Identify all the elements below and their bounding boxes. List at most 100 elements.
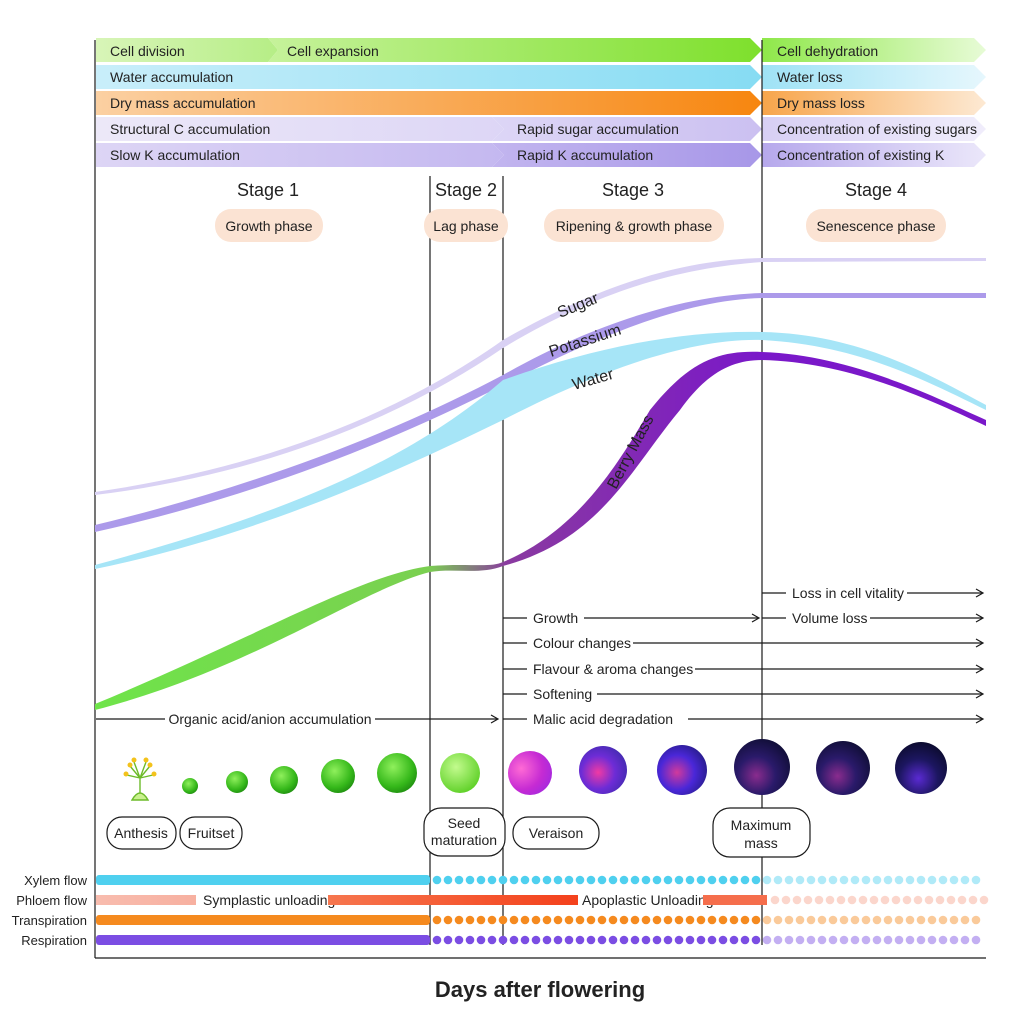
flow-dot	[498, 875, 508, 885]
flow-dot	[828, 935, 838, 945]
milestone-veraison-label: Veraison	[529, 825, 583, 841]
flow-dot	[924, 895, 934, 905]
flow-dot	[894, 875, 904, 885]
flow-symplastic-bar-b	[328, 895, 578, 905]
curve-berry-mass-label: Berry Mass	[605, 412, 658, 491]
flow-dot	[839, 935, 849, 945]
berry-veraison	[508, 751, 552, 795]
berry-maximum-mass	[734, 739, 790, 795]
flow-dot	[520, 935, 530, 945]
flow-dot	[740, 875, 750, 885]
phase-growth-label: Growth phase	[225, 218, 312, 234]
flow-dot	[542, 935, 552, 945]
flow-dot	[465, 875, 475, 885]
bar-cell-expansion	[268, 38, 762, 62]
flow-dot	[432, 915, 442, 925]
flow-dot	[784, 915, 794, 925]
label-water-loss: Water loss	[777, 69, 843, 85]
flow-dot	[795, 935, 805, 945]
flow-dot	[443, 915, 453, 925]
label-growth: Growth	[533, 610, 578, 626]
flow-dot	[630, 935, 640, 945]
flow-dot	[935, 895, 945, 905]
bar-slow-k	[96, 143, 504, 167]
flow-dot	[872, 935, 882, 945]
berry-stage1-d	[377, 753, 417, 793]
flow-apoplastic-bar	[703, 895, 767, 905]
flow-dot	[685, 875, 695, 885]
flow-dot	[795, 875, 805, 885]
bar-rapid-k	[492, 143, 762, 167]
flow-dot	[652, 875, 662, 885]
milestone-maxmass-line2: mass	[744, 835, 777, 851]
stage-headers: Stage 1 Stage 2 Stage 3 Stage 4 Growth p…	[215, 180, 946, 242]
flow-dot	[740, 935, 750, 945]
milestone-veraison	[512, 816, 600, 850]
milestone-anthesis	[106, 816, 177, 850]
flow-dot	[619, 935, 629, 945]
label-flavour: Flavour & aroma changes	[533, 661, 693, 677]
flow-dot	[861, 915, 871, 925]
flow-dot	[520, 915, 530, 925]
flow-dot	[957, 895, 967, 905]
flow-dot	[891, 895, 901, 905]
flow-dot	[707, 875, 717, 885]
flow-dot	[729, 875, 739, 885]
berry-stage4-a	[816, 741, 870, 795]
flow-dot	[707, 915, 717, 925]
flow-transpiration-solid	[96, 915, 430, 925]
flow-dot	[465, 915, 475, 925]
flow-dot	[916, 935, 926, 945]
flow-dot	[729, 935, 739, 945]
label-existing-sugars: Concentration of existing sugars	[777, 121, 977, 137]
flows: Xylem flow Phloem flow Transpiration Res…	[12, 873, 989, 948]
berry-illustrations	[123, 739, 947, 801]
flow-dot	[586, 875, 596, 885]
flow-dot	[663, 935, 673, 945]
flow-dot	[674, 935, 684, 945]
flow-dot	[949, 875, 959, 885]
curve-potassium	[95, 293, 986, 532]
flow-respiration-dots	[432, 935, 981, 945]
flow-symplastic-label: Symplastic unloading	[203, 892, 335, 908]
flow-dot	[869, 895, 879, 905]
flow-dot	[696, 935, 706, 945]
flow-dot	[806, 915, 816, 925]
flow-dot	[630, 915, 640, 925]
arrowhead-malic	[975, 714, 985, 724]
flow-respiration-label: Respiration	[21, 933, 87, 948]
flow-dot	[773, 935, 783, 945]
flow-symplastic-bar-a	[96, 895, 196, 905]
flow-dot	[443, 875, 453, 885]
flow-dot	[597, 875, 607, 885]
flow-dot	[531, 935, 541, 945]
phase-badge-ripening	[544, 209, 724, 242]
flow-dot	[814, 895, 824, 905]
curve-berry-mass	[95, 351, 986, 710]
curve-sugar-label: Sugar	[555, 290, 602, 322]
flow-dot	[938, 935, 948, 945]
flow-dot	[762, 875, 772, 885]
flow-dot	[586, 935, 596, 945]
flow-dot	[828, 875, 838, 885]
flow-dot	[913, 895, 923, 905]
flow-dot	[619, 915, 629, 925]
flow-dot	[795, 915, 805, 925]
phase-badge-senescence	[806, 209, 946, 242]
flow-dot	[718, 875, 728, 885]
flow-dot	[850, 935, 860, 945]
flow-dot	[803, 895, 813, 905]
milestone-anthesis-label: Anthesis	[114, 825, 168, 841]
arrowhead-growth	[751, 613, 761, 623]
flow-dot	[553, 875, 563, 885]
label-cell-expansion: Cell expansion	[287, 43, 379, 59]
flow-dot	[454, 875, 464, 885]
flow-dot	[487, 935, 497, 945]
label-cell-division: Cell division	[110, 43, 185, 59]
milestone-fruitset	[179, 816, 243, 850]
flow-dot	[652, 935, 662, 945]
stage-4-title: Stage 4	[845, 180, 907, 200]
flow-dot	[836, 895, 846, 905]
milestone-fruitset-label: Fruitset	[188, 825, 235, 841]
flow-dot	[927, 875, 937, 885]
